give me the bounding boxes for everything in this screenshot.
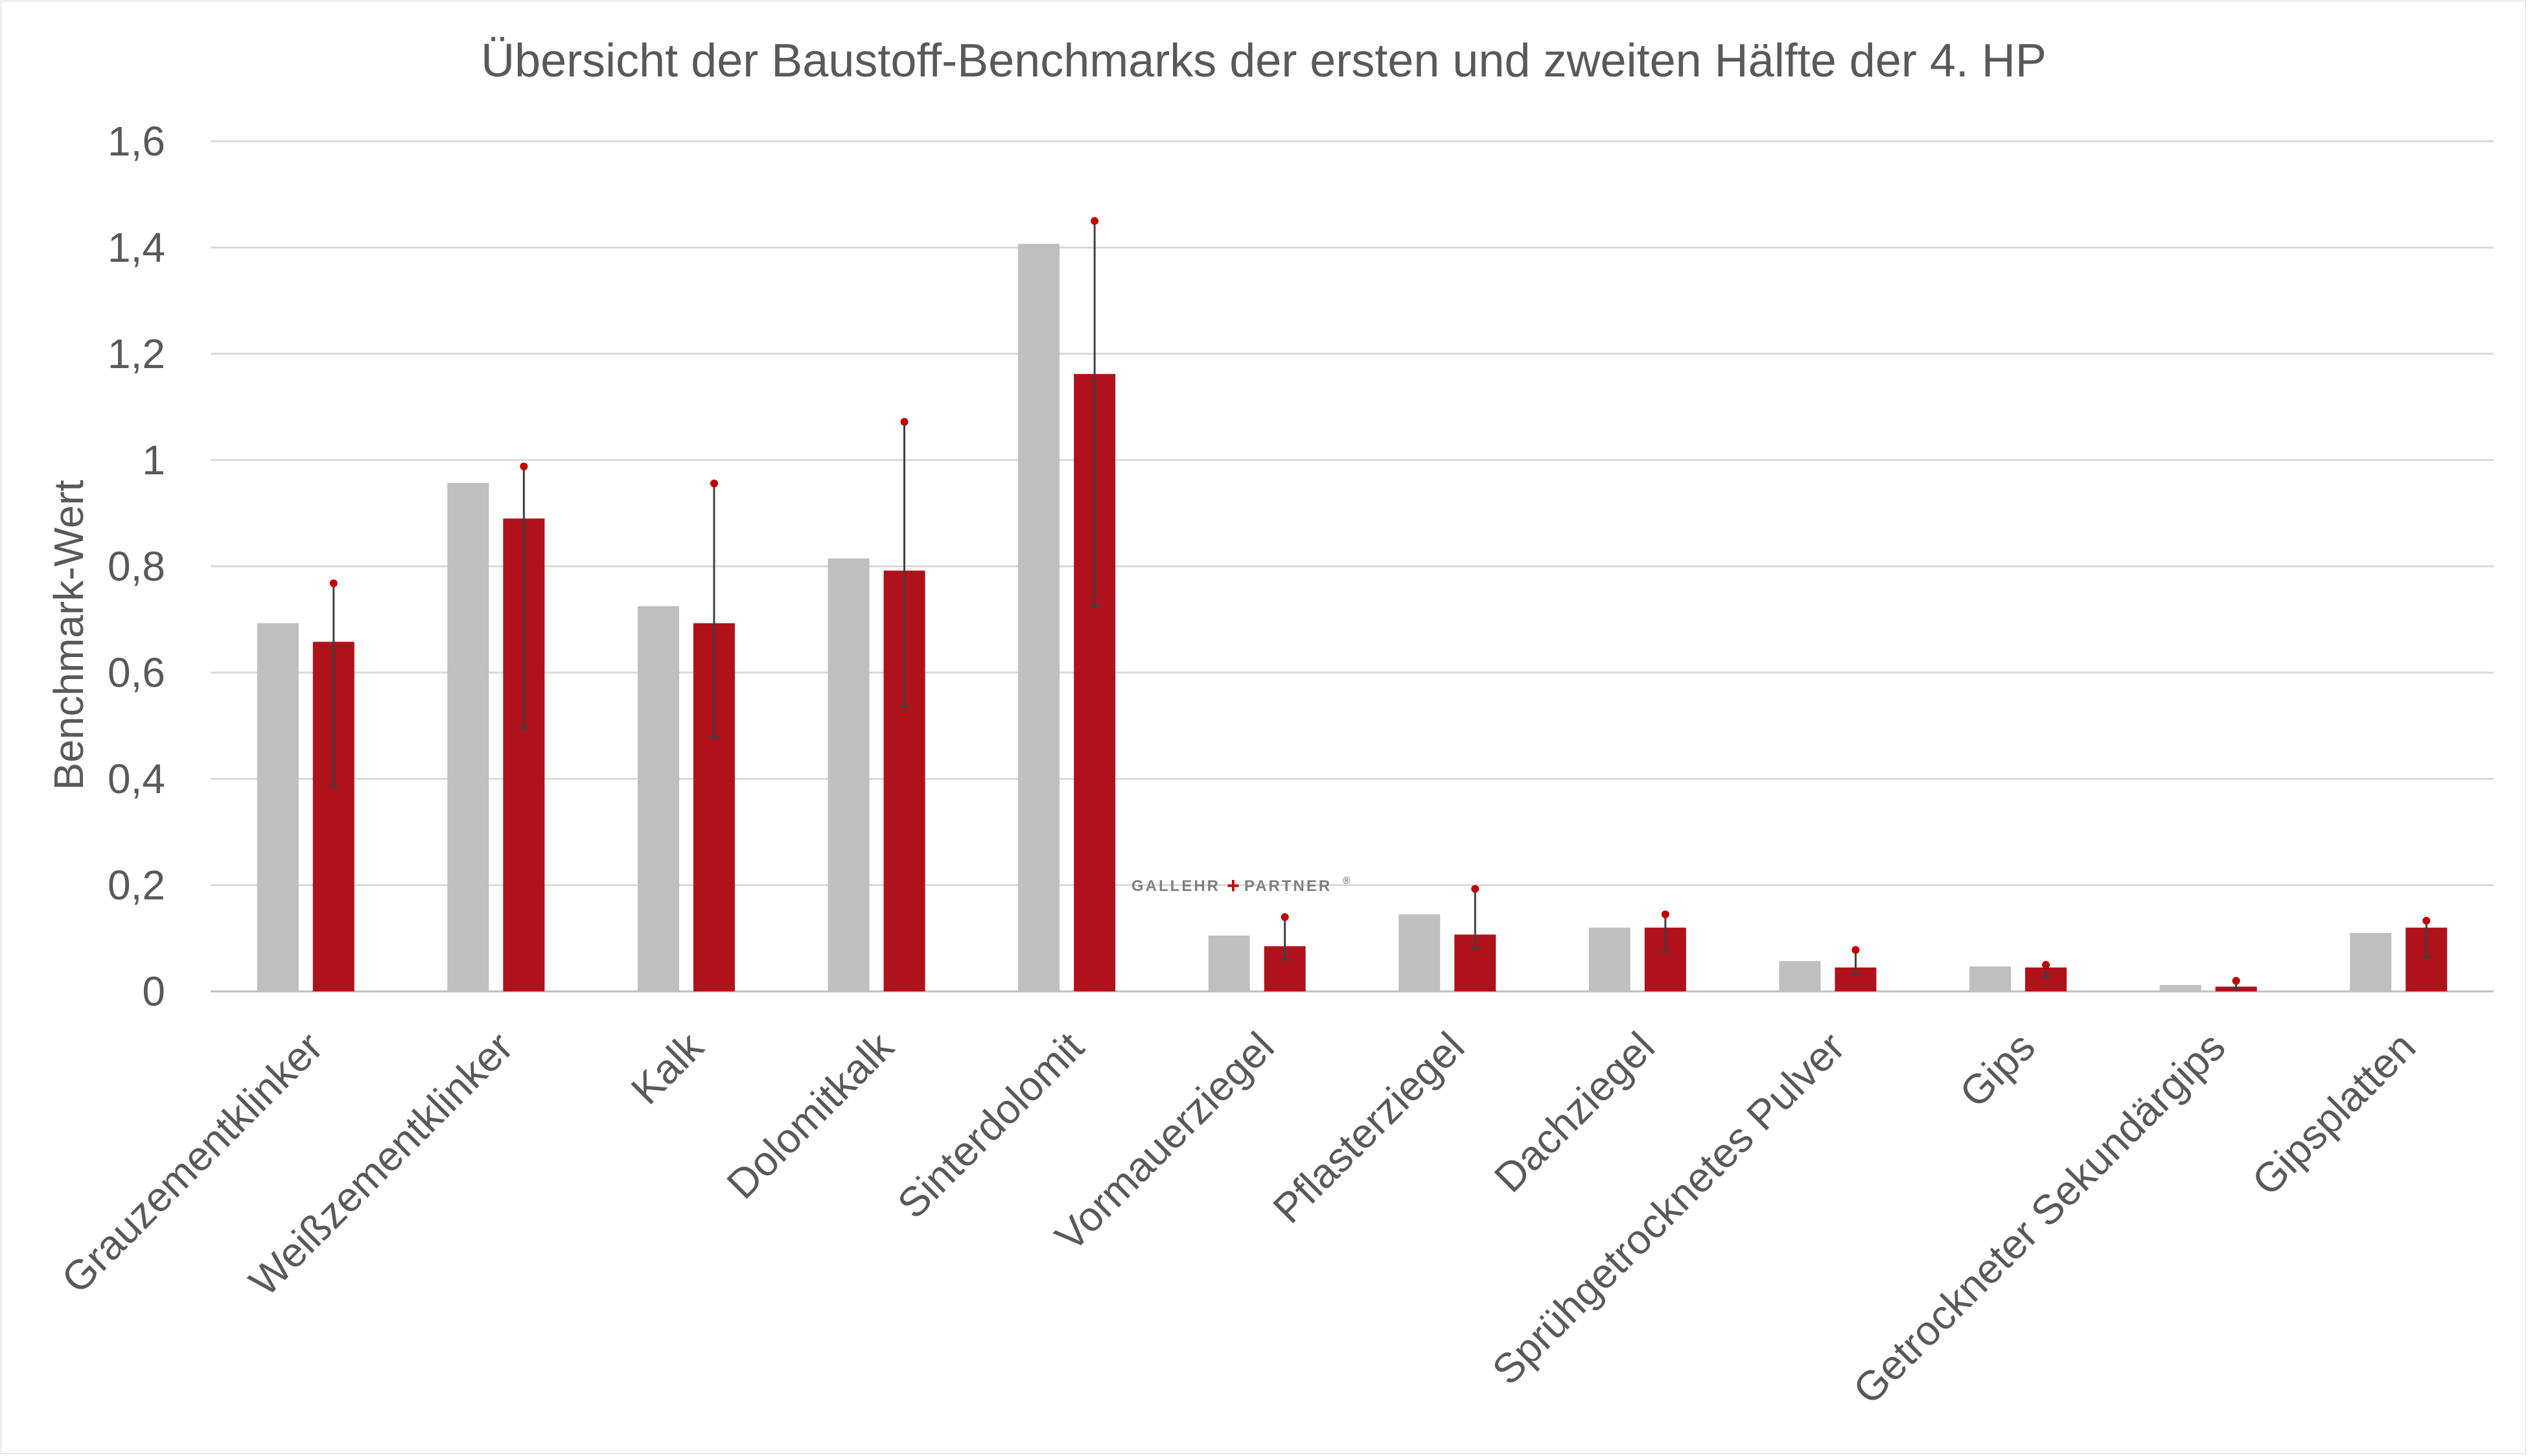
- x-tick-label: Sprühgetrocknetes Pulver: [1483, 1023, 1854, 1394]
- bar-series-1: [1588, 927, 1630, 991]
- bar-series-1: [2159, 985, 2201, 991]
- watermark-plus: +: [1227, 873, 1240, 898]
- y-axis-label: Benchmark-Wert: [45, 480, 92, 790]
- bar-series-1: [2350, 932, 2392, 991]
- bar-series-1: [1018, 244, 1060, 991]
- gridlines: [211, 140, 2494, 993]
- bar-series-1: [1969, 966, 2012, 991]
- x-tick-label: Gipsplatten: [2243, 1023, 2424, 1205]
- bars: [257, 244, 2448, 991]
- error-marker: [520, 462, 528, 470]
- error-bars: [329, 217, 2431, 990]
- bar-series-1: [828, 558, 870, 991]
- x-tick-label: Gips: [1951, 1023, 2044, 1116]
- error-marker: [900, 417, 909, 426]
- y-tick-label: 0,8: [108, 543, 165, 590]
- error-marker: [1471, 884, 1479, 893]
- error-marker: [2042, 961, 2050, 969]
- error-marker: [1281, 913, 1289, 921]
- chart-title: Übersicht der Baustoff-Benchmarks der er…: [481, 35, 2047, 87]
- watermark-registered: ®: [1343, 875, 1352, 886]
- y-tick-labels: 0 0,2 0,4 0,6 0,8 1 1,2 1,4 1,6: [108, 118, 165, 1015]
- y-tick-label: 1,2: [108, 330, 165, 377]
- bar-series-1: [637, 606, 679, 991]
- x-tick-label: Getrockneter Sekundärgips: [1844, 1023, 2234, 1413]
- y-tick-label: 1,4: [108, 224, 165, 271]
- y-tick-label: 1: [142, 437, 165, 483]
- error-marker: [2232, 976, 2240, 985]
- bar-series-1: [1398, 914, 1441, 991]
- error-marker: [1661, 910, 1669, 919]
- bar-series-1: [447, 483, 489, 991]
- x-tick-label: Dachziegel: [1485, 1023, 1664, 1201]
- y-tick-label: 0,2: [108, 862, 165, 908]
- error-marker: [2422, 916, 2431, 925]
- error-marker: [710, 480, 718, 488]
- error-marker: [1851, 946, 1860, 954]
- y-tick-label: 0: [142, 968, 165, 1015]
- y-tick-label: 0,4: [108, 756, 165, 802]
- x-tick-label: Kalk: [622, 1023, 713, 1113]
- x-tick-label: Dolomitkalk: [718, 1023, 903, 1207]
- watermark-left: GALLEHR: [1131, 877, 1220, 895]
- y-tick-label: 1,6: [108, 118, 165, 165]
- bar-series-1: [1779, 961, 1821, 991]
- y-tick-label: 0,6: [108, 649, 165, 696]
- watermark-logo: GALLEHR + PARTNER ®: [1131, 873, 1352, 898]
- error-marker: [329, 579, 338, 588]
- x-tick-label: Pflasterziegel: [1264, 1023, 1474, 1232]
- watermark-right: PARTNER: [1244, 877, 1332, 895]
- bar-series-1: [257, 623, 299, 991]
- error-marker: [1091, 217, 1099, 225]
- x-tick-label: Sinterdolomit: [888, 1023, 1093, 1227]
- bar-series-1: [1208, 935, 1250, 991]
